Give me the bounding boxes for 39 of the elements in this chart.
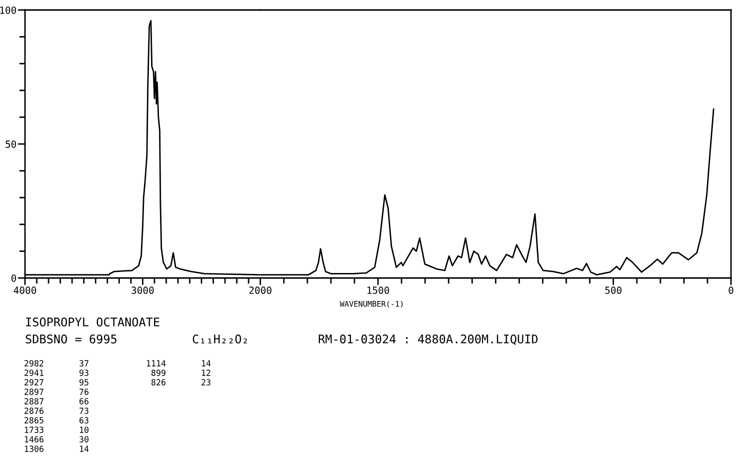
y-tick-label: 0 [11, 274, 16, 282]
text: 66 [80, 398, 88, 404]
x-tick-label: 4000 [14, 286, 36, 294]
text: C₁₁H₂₂O₂ [192, 334, 247, 344]
text: 826 [151, 379, 166, 386]
x-tick-label: 0 [728, 286, 734, 294]
text: 2927 [24, 379, 44, 386]
text: 12 [202, 370, 210, 376]
text: 76 [80, 388, 88, 395]
text: 73 [80, 408, 88, 414]
text: 1733 [24, 426, 44, 433]
y-tick-label: 100 [0, 6, 16, 14]
x-tick-label: 500 [605, 286, 622, 294]
x-tick-label: 2000 [249, 286, 272, 294]
text: 2887 [24, 398, 44, 404]
text: 30 [80, 436, 88, 442]
text: 899 [151, 370, 166, 376]
text: 10 [80, 426, 88, 433]
text: RM-01-03024 : 4880A.200M.LIQUID [318, 334, 538, 345]
text: 23 [202, 379, 210, 386]
text: 93 [79, 370, 88, 376]
text: 14 [80, 446, 89, 452]
text: 2876 [24, 408, 44, 414]
text: 1306 [24, 446, 44, 452]
text: 95 [79, 379, 88, 386]
text: SDBSNO = 6995 [26, 334, 116, 344]
text: 2865 [24, 417, 44, 424]
text: 37 [80, 360, 88, 366]
text: 2897 [24, 388, 44, 395]
text: 2982 [24, 360, 44, 366]
text: 1114 [146, 360, 166, 366]
text: 63 [80, 417, 88, 424]
x-tick-label: 3000 [132, 286, 154, 294]
y-tick-label: 50 [6, 140, 16, 148]
text: ISOPROPYL OCTANOATE [26, 318, 160, 326]
text: 1466 [24, 436, 44, 442]
x-tick-label: 1500 [367, 286, 390, 294]
text: 14 [202, 360, 211, 366]
text: 2941 [24, 370, 44, 376]
